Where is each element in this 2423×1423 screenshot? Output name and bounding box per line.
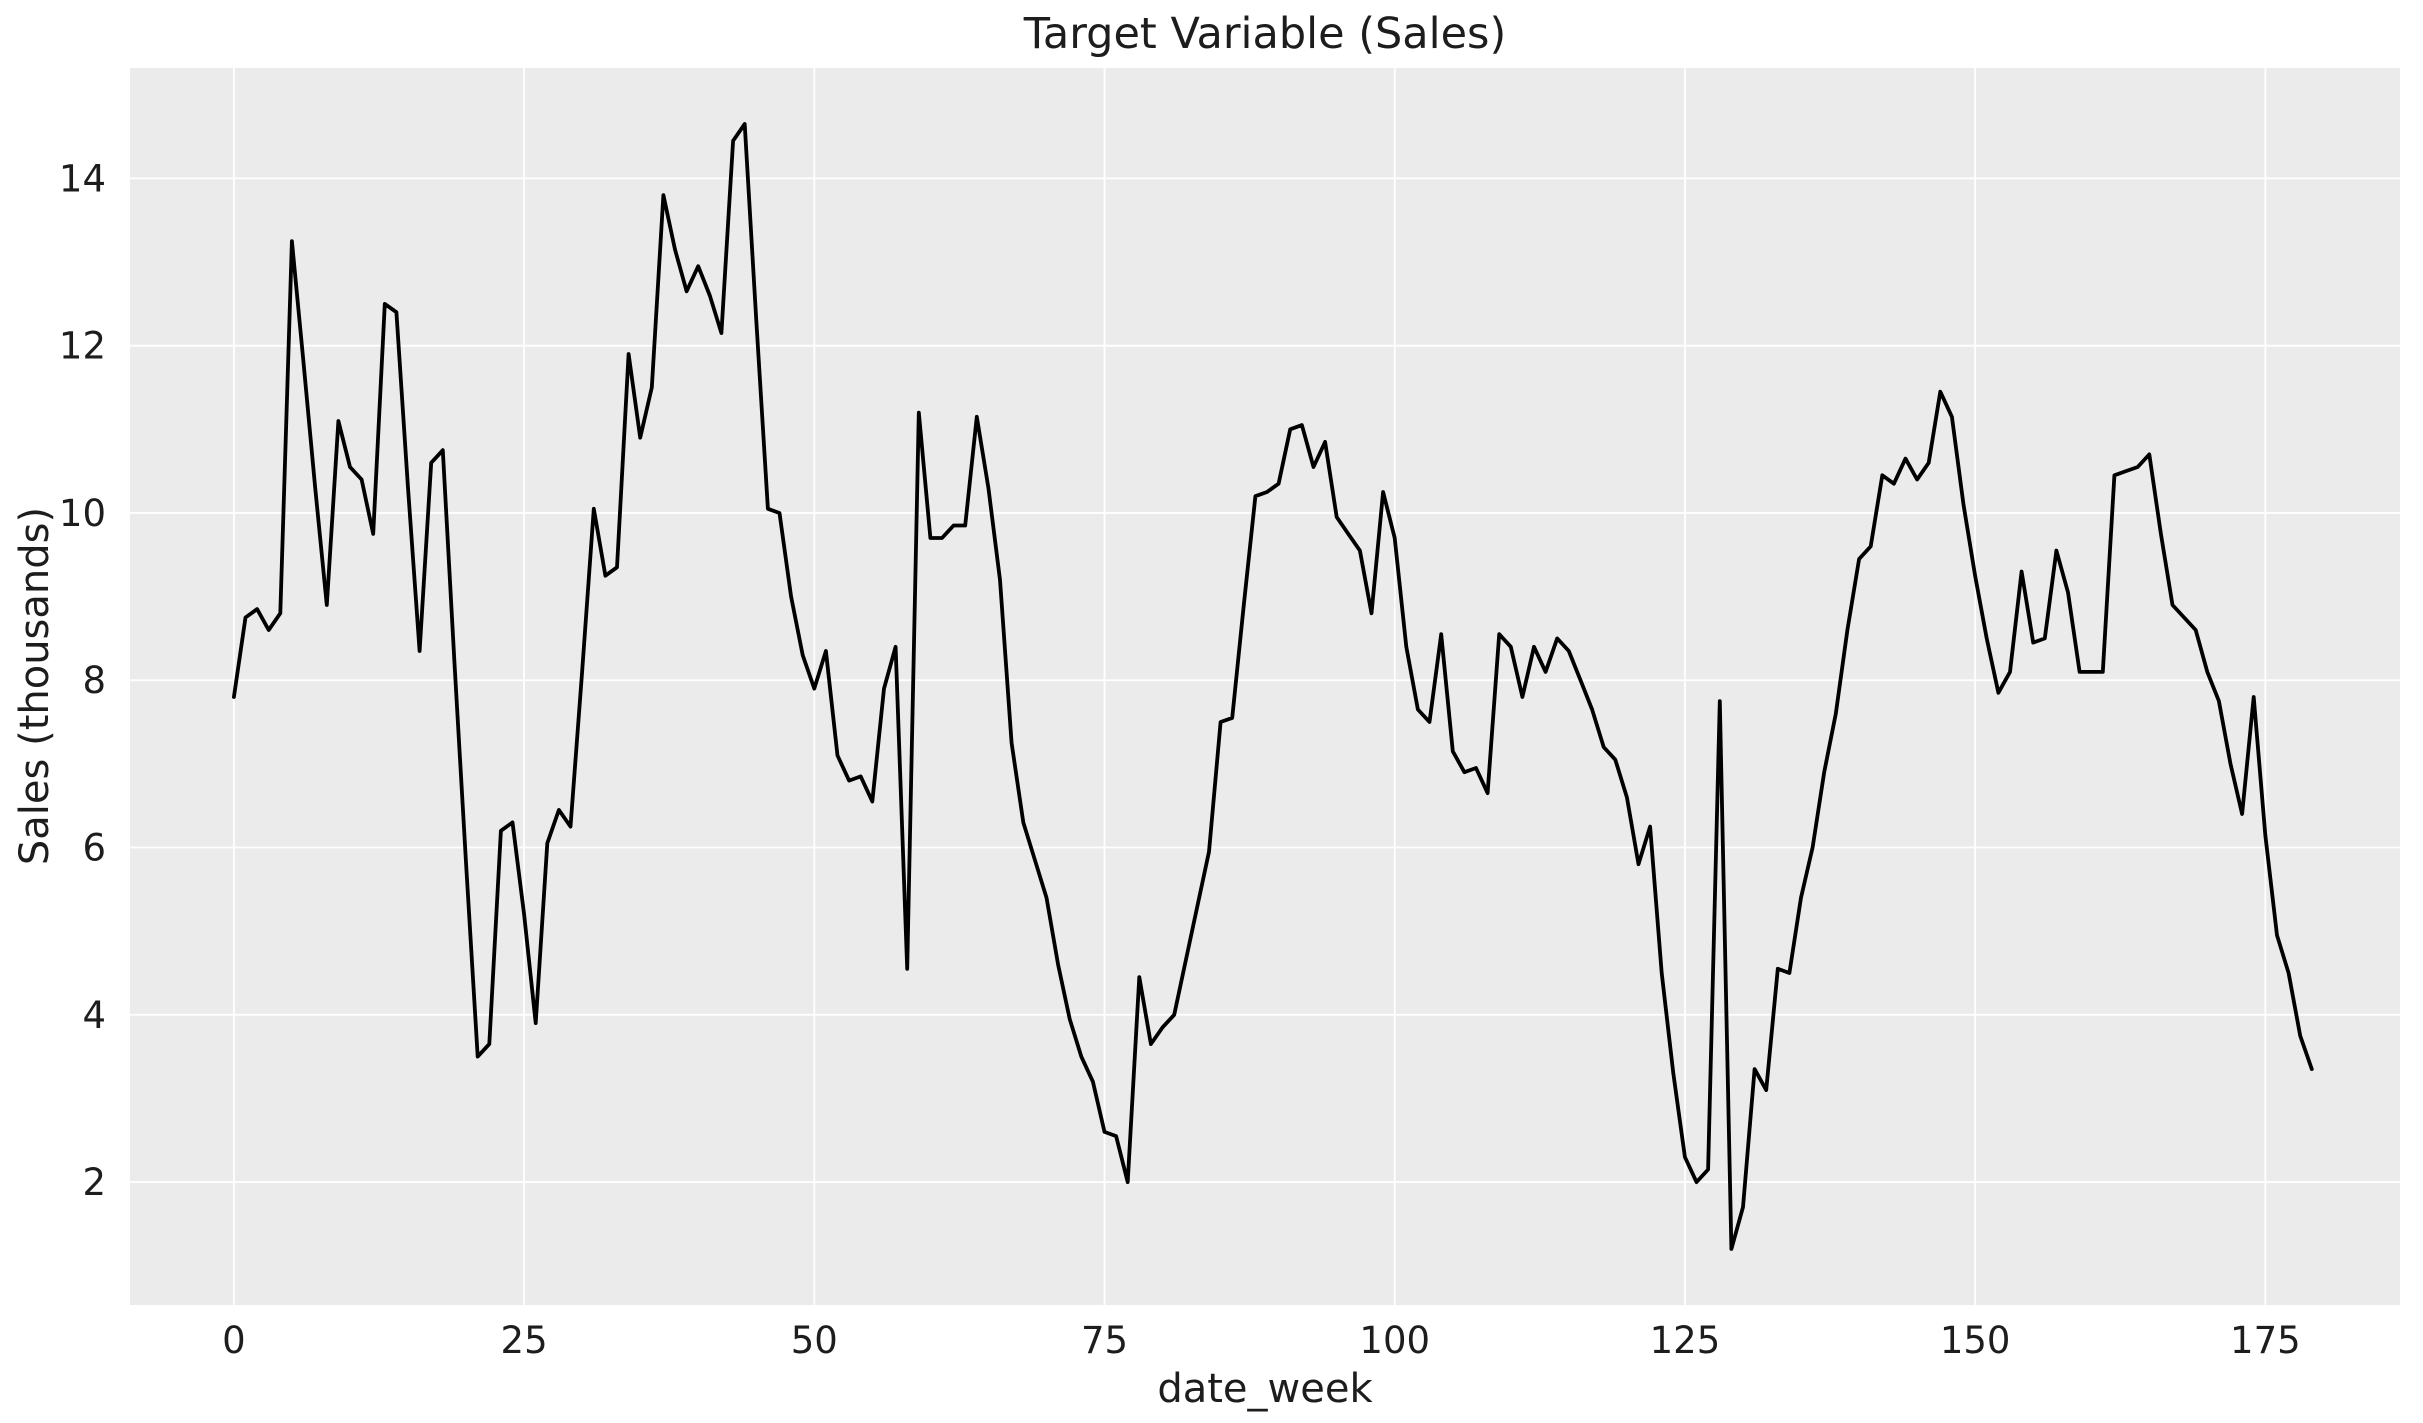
y-tick-label: 14 [59, 157, 106, 200]
y-axis-label: Sales (thousands) [12, 507, 58, 865]
x-tick-label: 150 [1940, 1319, 2011, 1362]
x-tick-label: 100 [1359, 1319, 1430, 1362]
y-tick-label: 2 [82, 1161, 106, 1204]
x-tick-label: 50 [791, 1319, 838, 1362]
y-tick-label: 6 [82, 827, 106, 870]
x-tick-label: 175 [2230, 1319, 2301, 1362]
x-axis-label: date_week [1157, 1366, 1373, 1412]
gridlines [130, 68, 2400, 1305]
plot-area [130, 68, 2400, 1305]
y-tick-label: 10 [59, 492, 106, 535]
y-tick-label: 8 [82, 659, 106, 702]
y-tick-label: 4 [82, 994, 106, 1037]
y-tick-label: 12 [59, 325, 106, 368]
tick-labels: 2 4 6 8 10 12 14 0 25 50 75 100 125 150 175 [59, 157, 2301, 1362]
x-tick-label: 75 [1081, 1319, 1128, 1362]
x-tick-label: 125 [1650, 1319, 1721, 1362]
x-tick-label: 0 [222, 1319, 246, 1362]
x-tick-label: 25 [501, 1319, 548, 1362]
chart-title: Target Variable (Sales) [1023, 9, 1506, 59]
sales-line-series [232, 122, 2314, 1251]
